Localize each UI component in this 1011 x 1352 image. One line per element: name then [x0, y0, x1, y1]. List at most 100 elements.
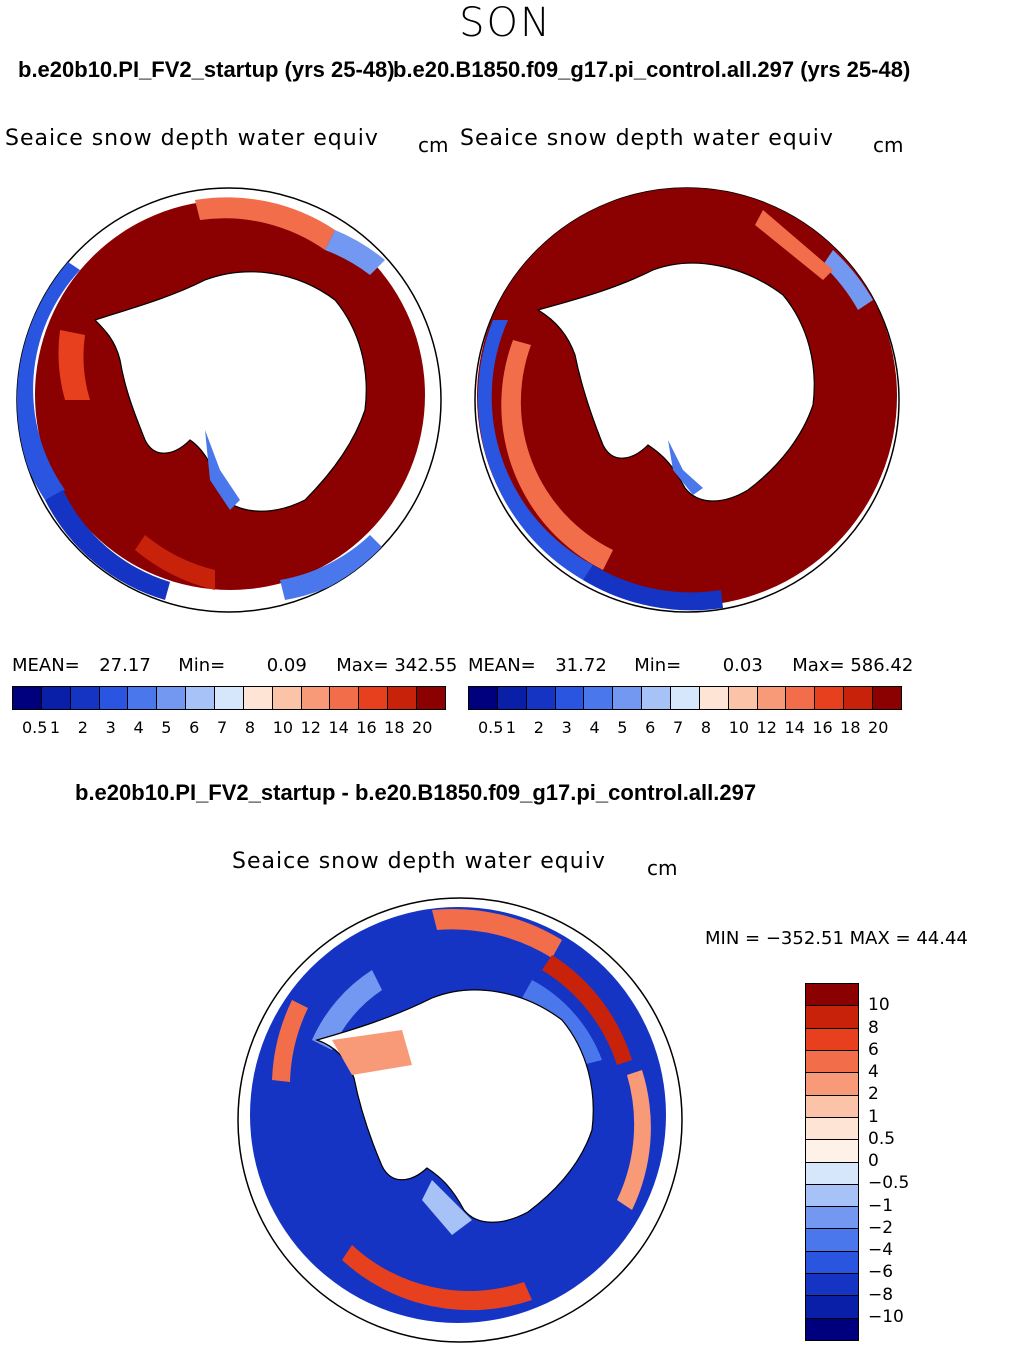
- colorbar-tick-label: 12: [756, 718, 777, 737]
- colorbar-swatch: [70, 687, 100, 709]
- panel-2-max-label: Max=: [792, 655, 845, 676]
- colorbar-swatch: [873, 687, 901, 709]
- colorbar-swatch: [806, 1006, 858, 1029]
- panel-1-unit: cm: [418, 133, 449, 157]
- colorbar-tick-label: 7: [217, 718, 228, 737]
- colorbar-tick-label: 16: [812, 718, 833, 737]
- colorbar-tick-label: 1: [868, 1106, 879, 1127]
- panel-2-max: 586.42: [850, 655, 914, 676]
- colorbar-tick-label: 12: [300, 718, 321, 737]
- colorbar-tick-label: 5: [617, 718, 628, 737]
- colorbar-swatch: [806, 1050, 858, 1074]
- colorbar-tick-label: 4: [589, 718, 600, 737]
- colorbar-swatch: [806, 1162, 858, 1185]
- panel-2-map: [474, 187, 900, 613]
- colorbar-tick-label: 14: [784, 718, 805, 737]
- colorbar-tick-label: 5: [161, 718, 172, 737]
- colorbar-swatch: [388, 687, 418, 709]
- colorbar-tick-label: 4: [133, 718, 144, 737]
- season-title: SON: [459, 0, 552, 46]
- colorbar-swatch: [330, 687, 360, 709]
- panel-2-colorbar: [468, 686, 902, 710]
- colorbar-tick-label: 2: [868, 1084, 879, 1105]
- colorbar-tick-label: 2: [77, 718, 88, 737]
- colorbar-swatch: [13, 687, 42, 709]
- panel-1-stats: MEAN= 27.17 Min= 0.09 Max= 342.55: [12, 655, 457, 676]
- colorbar-tick-label: −2: [868, 1217, 894, 1238]
- panel-2-title: b.e20.B1850.f09_g17.pi_control.all.297 (…: [393, 57, 911, 82]
- colorbar-tick-label: 8: [244, 718, 256, 737]
- colorbar-swatch: [671, 687, 700, 709]
- panel-2-mean-label: MEAN=: [468, 655, 536, 676]
- panel-2-min: 0.03: [722, 655, 763, 676]
- colorbar-swatch: [806, 1207, 858, 1230]
- colorbar-tick-label: 16: [356, 718, 377, 737]
- colorbar-tick-label: 0.5: [868, 1128, 896, 1149]
- panel-1-max-label: Max=: [336, 655, 389, 676]
- panel-2-mean: 31.72: [555, 655, 607, 676]
- panel-1-map: [16, 187, 442, 613]
- colorbar-swatch: [806, 1251, 858, 1275]
- colorbar-swatch: [584, 687, 614, 709]
- panel-2-variable: Seaice snow depth water equiv: [460, 126, 834, 151]
- diff-variable: Seaice snow depth water equiv: [232, 849, 606, 874]
- colorbar-swatch: [844, 687, 874, 709]
- colorbar-tick-label: 0.5: [478, 718, 504, 737]
- colorbar-swatch: [128, 687, 158, 709]
- colorbar-tick-label: 3: [105, 718, 116, 737]
- colorbar-tick-label: 1: [505, 718, 517, 737]
- colorbar-swatch: [806, 1095, 858, 1118]
- colorbar-swatch: [186, 687, 216, 709]
- colorbar-swatch: [806, 1318, 858, 1340]
- colorbar-swatch: [806, 984, 858, 1007]
- colorbar-tick-label: 0: [868, 1151, 879, 1171]
- colorbar-swatch: [757, 687, 787, 709]
- colorbar-swatch: [613, 687, 643, 709]
- colorbar-tick-label: 10: [272, 718, 294, 737]
- colorbar-swatch: [806, 1296, 858, 1319]
- colorbar-tick-label: 10: [868, 995, 890, 1016]
- panel-1-mean: 27.17: [99, 655, 151, 676]
- colorbar-swatch: [806, 1140, 858, 1163]
- colorbar-tick-label: −8: [868, 1284, 894, 1305]
- colorbar-tick-label: 6: [868, 1039, 879, 1060]
- panel-2-min-label: Min=: [634, 655, 682, 676]
- colorbar-tick-label: 10: [728, 718, 750, 737]
- colorbar-swatch: [215, 687, 244, 709]
- colorbar-tick-label: 3: [561, 718, 572, 737]
- colorbar-tick-label: −4: [868, 1240, 894, 1260]
- colorbar-tick-label: −6: [868, 1262, 894, 1283]
- colorbar-swatch: [272, 687, 302, 709]
- diff-map: [237, 897, 683, 1343]
- colorbar-swatch: [806, 1274, 858, 1297]
- panel-1-min-label: Min=: [178, 655, 226, 676]
- colorbar-tick-label: 6: [189, 718, 200, 737]
- colorbar-tick-label: 20: [868, 718, 889, 737]
- colorbar-swatch: [806, 1184, 858, 1208]
- panel-1-title: b.e20b10.PI_FV2_startup (yrs 25-48): [18, 57, 395, 82]
- diff-title: b.e20b10.PI_FV2_startup - b.e20.B1850.f0…: [75, 780, 757, 805]
- panel-2-stats: MEAN= 31.72 Min= 0.03 Max= 586.42: [468, 655, 913, 676]
- colorbar-tick-label: −0.5: [868, 1173, 910, 1194]
- panel-1-variable: Seaice snow depth water equiv: [5, 126, 379, 151]
- diff-unit: cm: [647, 856, 678, 880]
- colorbar-swatch: [526, 687, 556, 709]
- colorbar-swatch: [806, 1229, 858, 1252]
- colorbar-swatch: [359, 687, 389, 709]
- colorbar-swatch: [728, 687, 758, 709]
- colorbar-tick-label: 4: [868, 1062, 879, 1082]
- colorbar-tick-label: 1: [49, 718, 61, 737]
- colorbar-swatch: [786, 687, 816, 709]
- colorbar-tick-label: 18: [840, 718, 861, 737]
- colorbar-swatch: [815, 687, 845, 709]
- colorbar-swatch: [417, 687, 445, 709]
- colorbar-swatch: [243, 687, 273, 709]
- panel-2-unit: cm: [873, 133, 904, 157]
- colorbar-swatch: [157, 687, 187, 709]
- diff-minmax: MIN = −352.51 MAX = 44.44: [705, 928, 968, 949]
- colorbar-swatch: [642, 687, 672, 709]
- colorbar-swatch: [41, 687, 71, 709]
- panel-1-colorbar-ticks: 0.5 1 2 3 4 5 6 7 8 10 12 14 16 18 20: [22, 718, 440, 737]
- panel-1-max: 342.55: [394, 655, 458, 676]
- colorbar-swatch: [469, 687, 498, 709]
